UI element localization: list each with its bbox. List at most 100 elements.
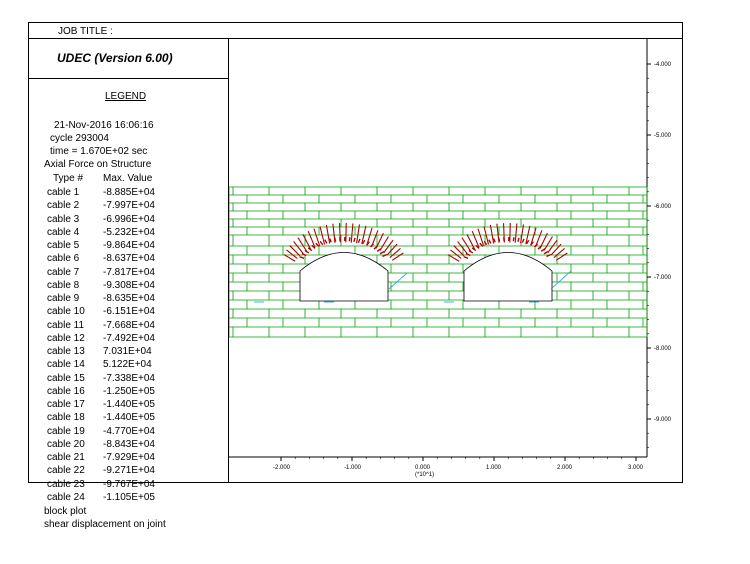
cable-max-value: -1.440E+05 bbox=[103, 399, 155, 410]
cable-bolt-head bbox=[304, 249, 310, 254]
legend-structure-title: Axial Force on Structure bbox=[44, 159, 152, 170]
cable-max-value: -9.308E+04 bbox=[103, 279, 155, 291]
cable-label: cable 22 bbox=[47, 465, 85, 477]
cable-bolt-head bbox=[488, 239, 492, 244]
cable-bolt bbox=[525, 225, 531, 245]
cable-label: cable 14 bbox=[47, 359, 85, 371]
cable-label: cable 5 bbox=[47, 240, 80, 251]
cable-bolt bbox=[483, 226, 490, 245]
cable-bolt-head bbox=[366, 241, 370, 246]
cable-bolt-head bbox=[357, 238, 361, 243]
cable-label: cable 16 bbox=[47, 385, 85, 397]
cable-bolt bbox=[466, 233, 476, 250]
cable-bolt bbox=[477, 228, 485, 246]
cable-label: cable 10 bbox=[47, 306, 85, 318]
x-tick-label: 3.000 bbox=[628, 465, 644, 471]
y-tick-label: -5.000 bbox=[654, 133, 672, 139]
x-exponent-label: (*10^1) bbox=[415, 472, 434, 478]
y-tick-label: -9.000 bbox=[654, 417, 672, 423]
block-grid bbox=[229, 186, 648, 338]
x-axis: -2.000 -1.000 0.000 1.000 2.000 3.000 (*10^1) bbox=[273, 457, 644, 478]
app-title-divider bbox=[28, 78, 228, 79]
cable-bolt bbox=[293, 241, 304, 254]
cable-bolt bbox=[319, 226, 326, 245]
cable-bolt-head bbox=[379, 250, 385, 255]
cable-bolt-head bbox=[319, 240, 324, 246]
cable-bolt bbox=[471, 230, 480, 248]
cable-bolt bbox=[457, 241, 468, 254]
cable-bolt bbox=[383, 239, 394, 253]
x-tick-label: 2.000 bbox=[557, 465, 573, 471]
cable-max-value: -6.151E+04 bbox=[103, 306, 155, 318]
cable-bolt-head bbox=[324, 239, 328, 244]
cable-bolt-head bbox=[543, 250, 549, 255]
cable-max-value: -8.635E+04 bbox=[103, 293, 155, 304]
x-tick-label: -1.000 bbox=[344, 465, 362, 471]
cable-label: cable 6 bbox=[47, 253, 80, 265]
cable-bolt bbox=[307, 230, 316, 248]
cable-bolt-head bbox=[512, 237, 515, 242]
cable-bolt bbox=[375, 232, 384, 249]
cable-bolt bbox=[361, 225, 367, 245]
cable-bolt bbox=[391, 252, 404, 261]
cable-bolt bbox=[555, 252, 568, 261]
cable-max-value: -9.271E+04 bbox=[103, 465, 155, 477]
cable-bolt bbox=[489, 224, 495, 244]
legend-time: time = 1.670E+02 sec bbox=[50, 146, 148, 157]
cable-bolt-head bbox=[471, 247, 477, 252]
cable-bolt-head bbox=[376, 248, 382, 252]
cable-max-value: -7.929E+04 bbox=[103, 452, 155, 463]
cable-bolt-head bbox=[475, 244, 480, 249]
cable-max-value: -1.105E+05 bbox=[103, 491, 155, 503]
tunnel-opening bbox=[299, 252, 389, 302]
cable-bolt-head bbox=[463, 255, 469, 259]
x-tick-label: -2.000 bbox=[273, 465, 291, 471]
cable-bolt-head bbox=[369, 243, 374, 248]
cable-bolt bbox=[313, 228, 321, 246]
cable-bolt-head bbox=[546, 253, 552, 258]
cable-max-value: -8.637E+04 bbox=[103, 253, 155, 265]
cable-max-value: -7.338E+04 bbox=[103, 372, 155, 384]
cable-max-value: -7.997E+04 bbox=[103, 200, 155, 212]
cable-bolt-head bbox=[333, 237, 337, 242]
y-tick-label: -4.000 bbox=[654, 62, 672, 68]
cable-bolt bbox=[389, 248, 401, 258]
cable-max-value: -7.817E+04 bbox=[103, 266, 155, 278]
cable-bolt bbox=[302, 233, 312, 250]
cable-max-value: -8.885E+04 bbox=[103, 187, 155, 198]
cable-label: cable 23 bbox=[47, 478, 85, 490]
cable-label: cable 4 bbox=[47, 226, 80, 238]
model-plot: -4.000 -5.000 -6.000 -7.000 -8.000 -9.000 (*10… bbox=[229, 39, 672, 478]
cable-max-value: -8.843E+04 bbox=[103, 438, 155, 450]
legend-column-max: Max. Value bbox=[103, 173, 153, 184]
cable-label: cable 20 bbox=[47, 438, 85, 450]
cable-bolt-head bbox=[315, 242, 320, 247]
cable-max-value: -6.996E+04 bbox=[103, 213, 155, 225]
cable-max-value: -9.864E+04 bbox=[103, 240, 155, 251]
legend-block-plot: block plot bbox=[44, 506, 87, 517]
cable-label: cable 11 bbox=[47, 319, 85, 331]
cable-bolt bbox=[553, 248, 565, 258]
cable-bolt-head bbox=[537, 245, 542, 250]
cable-max-value: -5.232E+04 bbox=[103, 226, 155, 238]
x-tick-label: 1.000 bbox=[486, 465, 502, 471]
cable-bolt-head bbox=[517, 237, 520, 242]
cable-bolt bbox=[547, 239, 558, 253]
cable-bolt-head bbox=[465, 252, 471, 257]
cable-bolt-head bbox=[468, 249, 474, 254]
cable-bolt bbox=[453, 245, 465, 257]
cable-bolt-head bbox=[533, 243, 538, 248]
y-tick-label: -6.000 bbox=[654, 204, 672, 210]
legend-shear-displacement: shear displacement on joint bbox=[44, 519, 166, 530]
cable-label: cable 13 bbox=[47, 346, 85, 357]
cable-max-value: -9.767E+04 bbox=[103, 478, 155, 490]
shear-mark bbox=[550, 270, 572, 290]
legend-cycle: cycle 293004 bbox=[50, 133, 109, 144]
cable-bolt-head bbox=[540, 248, 546, 252]
cable-bolt bbox=[450, 249, 462, 259]
cable-bolt-head bbox=[382, 253, 388, 258]
cable-max-value: 7.031E+04 bbox=[103, 346, 152, 357]
cable-label: cable 15 bbox=[47, 372, 85, 384]
cable-bolt-head bbox=[373, 245, 378, 250]
cable-bolt bbox=[286, 249, 298, 259]
